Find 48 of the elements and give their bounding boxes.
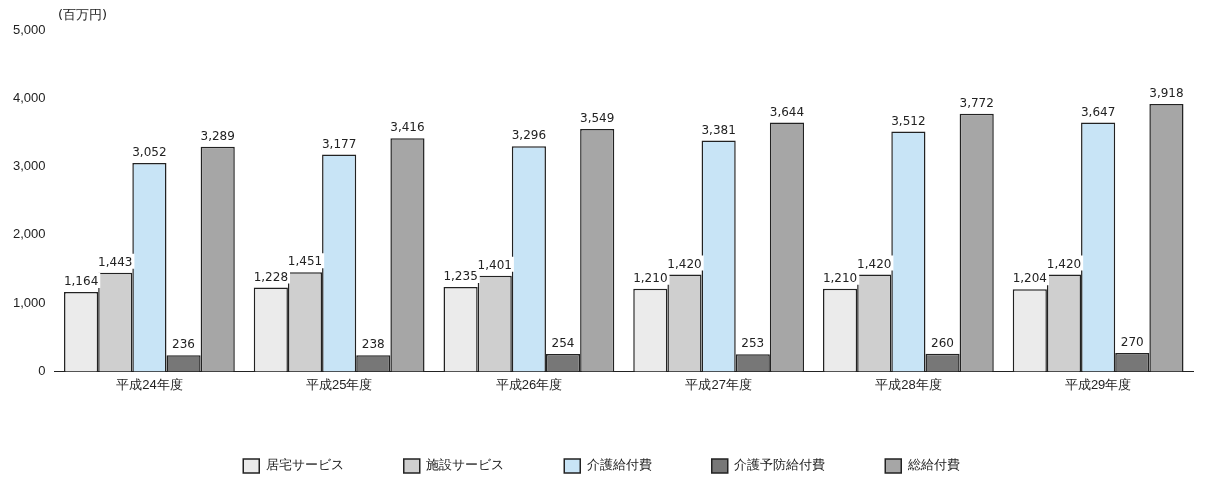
data-label: 254	[551, 336, 575, 351]
data-label: 1,401	[477, 257, 512, 272]
data-label: 3,381	[701, 122, 736, 137]
legend-label: 総給付費	[906, 457, 960, 473]
legend-label: 介護給付費	[586, 457, 652, 473]
y-axis-title: (百万円)	[58, 6, 108, 24]
data-label: 270	[1120, 335, 1144, 350]
data-label: 253	[741, 336, 765, 351]
data-label: 1,420	[667, 256, 702, 271]
y-tick-label: 5,000	[12, 21, 46, 37]
data-label: 1,228	[253, 269, 289, 284]
data-label: 1,164	[63, 274, 99, 289]
data-label: 260	[931, 335, 954, 350]
y-tick-label: 2,000	[12, 226, 46, 242]
legend-label: 介護予防給付費	[734, 457, 826, 473]
data-label: 1,204	[1012, 271, 1047, 286]
data-label: 1,451	[287, 254, 323, 269]
data-label: 1,443	[98, 255, 133, 269]
data-label: 3,644	[769, 104, 805, 119]
data-label: 3,296	[511, 128, 547, 143]
x-tick-label: 平成26年度	[495, 376, 563, 392]
data-label: 3,772	[959, 95, 994, 110]
data-label: 238	[361, 337, 385, 352]
y-tick-label: 3,000	[12, 158, 46, 174]
data-label: 1,235	[443, 269, 478, 284]
data-label: 1,210	[633, 270, 668, 285]
data-label: 3,289	[200, 128, 235, 143]
data-label: 3,052	[132, 145, 167, 160]
data-label: 3,918	[1149, 86, 1184, 100]
x-tick-label: 平成27年度	[685, 376, 752, 392]
data-label: 3,549	[580, 111, 615, 126]
x-tick-label: 平成24年度	[116, 376, 183, 392]
data-label: 3,512	[891, 113, 926, 128]
y-tick-label: 4,000	[12, 89, 46, 105]
y-tick-label: 0	[38, 362, 46, 378]
data-label: 1,210	[822, 270, 858, 285]
data-label: 1,420	[1046, 256, 1082, 271]
x-tick-label: 平成25年度	[305, 376, 373, 392]
data-label: 3,177	[321, 136, 357, 151]
legend-label: 施設サービス	[426, 457, 505, 473]
data-label: 236	[172, 337, 196, 352]
y-tick-label: 1,000	[12, 294, 46, 310]
data-label: 1,420	[857, 256, 892, 271]
data-label: 3,647	[1080, 104, 1116, 119]
data-label: 3,416	[390, 120, 425, 135]
legend-label: 居宅サービス	[265, 457, 344, 473]
x-tick-label: 平成29年度	[1064, 376, 1132, 392]
x-tick-label: 平成28年度	[875, 376, 942, 392]
